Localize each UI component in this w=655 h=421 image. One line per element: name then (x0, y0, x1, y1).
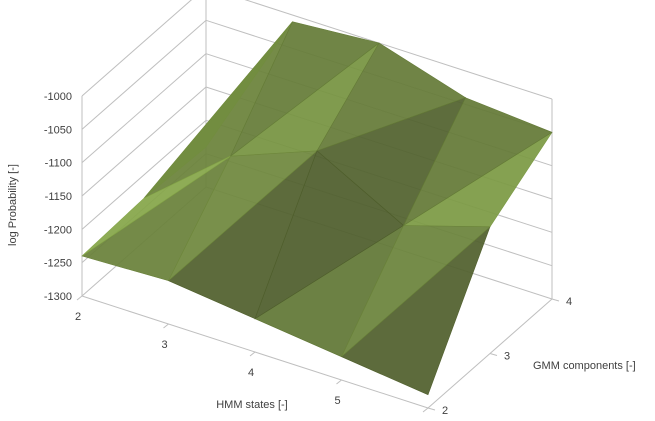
surface-facet (316, 42, 467, 152)
y-tick-mark (551, 298, 560, 302)
x-tick-label: 2 (75, 311, 81, 323)
z-tick-label: -1200 (44, 224, 72, 236)
x-tick-mark (422, 407, 429, 413)
z-tick-label: -1100 (45, 158, 72, 170)
surface-facet (402, 97, 553, 227)
x-axis-tick-labels: 23456 (75, 295, 429, 413)
y-axis-tick-labels: 2 3 4 (427, 296, 572, 417)
y-tick-label: 2 (442, 405, 448, 417)
x-tick-mark (163, 323, 169, 329)
surface-facet (254, 150, 405, 320)
left-wall-gridline (81, 86, 207, 197)
left-wall-gridline (81, 53, 207, 164)
y-tick-mark (427, 407, 436, 411)
x-axis-title: HMM states [-] (216, 399, 288, 411)
x-tick-mark (336, 379, 342, 385)
left-wall-gridline (81, 0, 192, 97)
surface-facet (230, 21, 380, 157)
x-tick-mark (76, 295, 83, 301)
left-wall-gridline (81, 19, 207, 130)
z-axis-tick-labels: -1300 -1250 -1200 -1150 -1100 -1050 -1000 (44, 91, 72, 303)
y-axis-title: GMM components [-] (533, 360, 636, 372)
z-tick-label: -1150 (45, 191, 72, 203)
z-tick-label: -1300 (44, 291, 72, 303)
surface-facet (341, 225, 491, 357)
x-tick-label: 5 (334, 395, 340, 407)
z-tick-label: -1000 (44, 91, 72, 103)
y-tick-mark (489, 353, 498, 356)
surface-facet (168, 150, 318, 281)
z-axis-title: log Probability [-] (7, 164, 19, 246)
surface-facet (81, 155, 231, 257)
x-tick-label: 3 (161, 339, 167, 351)
surface-facet (143, 21, 293, 199)
y-tick-label: 4 (566, 296, 572, 308)
x-tick-mark (249, 351, 256, 357)
y-tick-label: 3 (504, 351, 510, 363)
z-tick-label: -1250 (44, 258, 72, 270)
x-tick-label: 4 (248, 367, 254, 379)
z-tick-label: -1050 (44, 124, 72, 136)
surface-plot (81, 21, 553, 396)
left-wall-gridline (81, 119, 207, 230)
